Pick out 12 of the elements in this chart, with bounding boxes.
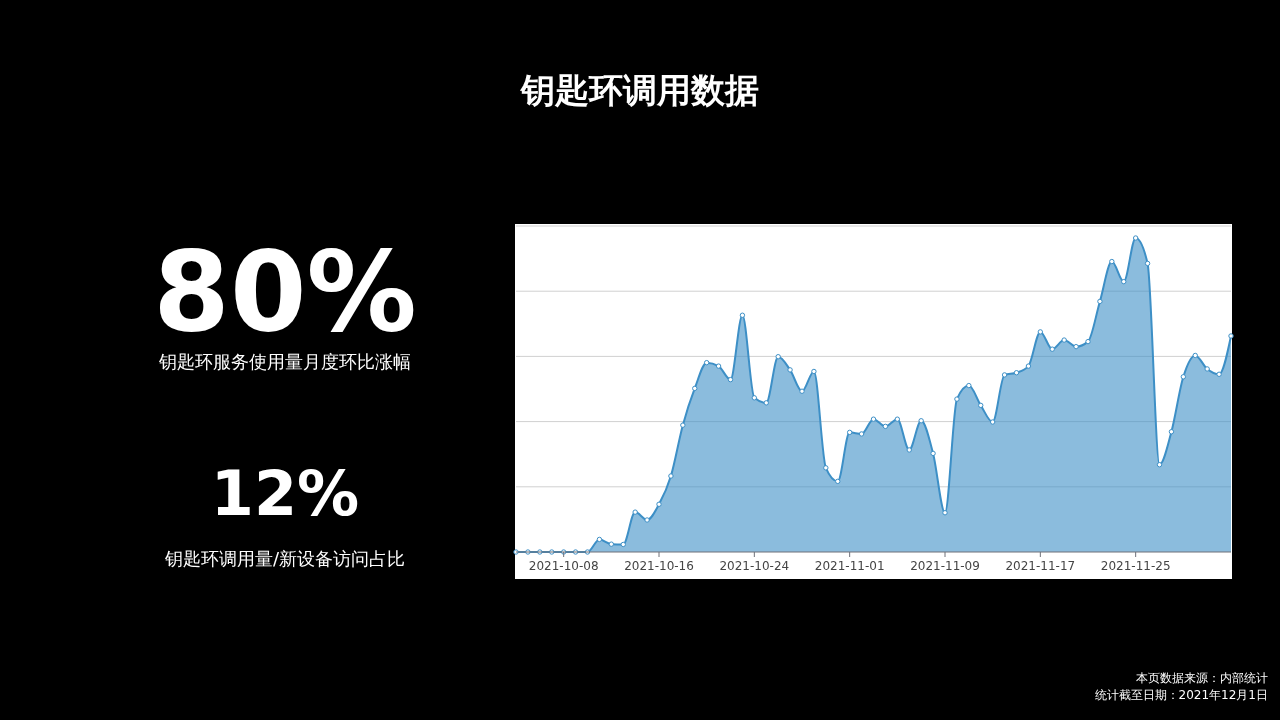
x-tick-label: 2021-11-25 [1100,559,1171,573]
x-tick-label: 2021-11-09 [910,559,980,573]
x-tick-label: 2021-10-16 [624,559,694,573]
text: 本页数据来源：内部统计 [1136,671,1268,685]
chart-title: 钥匙环调用数据 [519,70,759,110]
x-tick-label: 2021-10-24 [719,559,790,573]
text: 钥匙环调用量/新设备访问占比 [163,548,406,569]
x-tick-label: 2021-11-17 [1005,559,1076,573]
text: 12% [210,457,360,530]
x-tick-label: 2021-10-08 [528,559,599,573]
x-tick-label: 2021-11-01 [814,559,885,573]
text: 统计截至日期：2021年12月1日 [1094,688,1268,702]
